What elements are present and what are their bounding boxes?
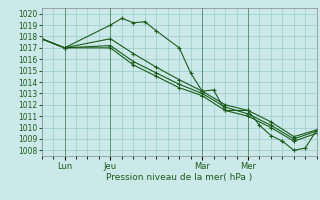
X-axis label: Pression niveau de la mer( hPa ): Pression niveau de la mer( hPa ) [106,173,252,182]
